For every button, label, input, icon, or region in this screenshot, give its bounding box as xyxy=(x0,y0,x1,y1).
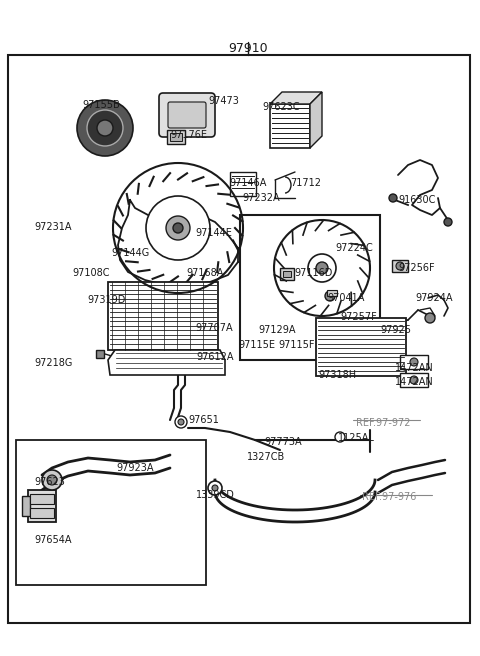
Text: 97155B: 97155B xyxy=(82,100,120,110)
Bar xyxy=(167,130,185,144)
Circle shape xyxy=(42,470,62,490)
Text: 97623C: 97623C xyxy=(262,102,300,112)
Circle shape xyxy=(325,291,335,301)
Circle shape xyxy=(173,223,183,233)
Bar xyxy=(283,271,291,277)
Text: 97041A: 97041A xyxy=(327,293,364,303)
Text: 97224C: 97224C xyxy=(335,243,373,253)
Circle shape xyxy=(410,358,418,366)
Text: 97115F: 97115F xyxy=(278,340,314,350)
Text: 97176E: 97176E xyxy=(170,130,207,140)
Text: 97707A: 97707A xyxy=(195,323,233,333)
Bar xyxy=(8,55,470,623)
Bar xyxy=(240,215,380,360)
Text: 97218G: 97218G xyxy=(34,358,72,368)
Text: 97651: 97651 xyxy=(188,415,219,425)
Text: 97910: 97910 xyxy=(228,42,268,55)
Text: 97115E: 97115E xyxy=(238,340,275,350)
FancyBboxPatch shape xyxy=(159,93,215,137)
Text: 97923A: 97923A xyxy=(116,463,154,473)
Text: 97257F: 97257F xyxy=(340,312,377,322)
Circle shape xyxy=(316,262,328,274)
Bar xyxy=(22,496,30,516)
Bar xyxy=(400,373,428,387)
Text: 1327CB: 1327CB xyxy=(247,452,285,462)
Text: 97612A: 97612A xyxy=(196,352,233,362)
Text: 97144G: 97144G xyxy=(111,248,149,258)
Polygon shape xyxy=(108,350,225,375)
Bar xyxy=(327,290,337,296)
Bar xyxy=(16,440,206,585)
Circle shape xyxy=(47,475,57,485)
Text: 97168A: 97168A xyxy=(186,268,223,278)
Circle shape xyxy=(308,254,336,282)
Bar xyxy=(392,260,408,272)
Bar xyxy=(30,494,54,504)
Text: REF.97-976: REF.97-976 xyxy=(362,492,416,502)
Circle shape xyxy=(208,481,222,495)
Text: 1472AN: 1472AN xyxy=(395,377,434,387)
Text: 97232A: 97232A xyxy=(242,193,280,203)
Circle shape xyxy=(97,120,113,136)
Text: 97924A: 97924A xyxy=(415,293,453,303)
Circle shape xyxy=(444,218,452,226)
Circle shape xyxy=(146,196,210,260)
Text: 97654A: 97654A xyxy=(34,535,72,545)
Text: 97473: 97473 xyxy=(208,96,239,106)
FancyBboxPatch shape xyxy=(168,102,206,128)
Text: 1339CD: 1339CD xyxy=(196,490,235,500)
Circle shape xyxy=(425,313,435,323)
Text: 97256F: 97256F xyxy=(398,263,434,273)
Bar xyxy=(28,490,56,522)
Text: 71712: 71712 xyxy=(290,178,321,188)
Bar xyxy=(170,133,182,141)
Circle shape xyxy=(396,262,404,270)
Text: 97144E: 97144E xyxy=(195,228,232,238)
Polygon shape xyxy=(230,172,256,196)
Bar xyxy=(96,350,104,358)
Polygon shape xyxy=(310,92,322,148)
Text: 97318H: 97318H xyxy=(318,370,356,380)
Text: 97116D: 97116D xyxy=(294,268,332,278)
Circle shape xyxy=(87,110,123,146)
Bar xyxy=(400,355,428,369)
Circle shape xyxy=(77,100,133,156)
Text: 97129A: 97129A xyxy=(258,325,296,335)
Bar xyxy=(316,318,406,376)
Circle shape xyxy=(410,376,418,384)
Polygon shape xyxy=(270,104,310,148)
Circle shape xyxy=(175,416,187,428)
Text: 97319D: 97319D xyxy=(87,295,125,305)
Circle shape xyxy=(389,194,397,202)
Circle shape xyxy=(166,216,190,240)
Bar xyxy=(108,282,218,350)
Text: 91630C: 91630C xyxy=(398,195,435,205)
Bar xyxy=(30,508,54,518)
Text: 1472AN: 1472AN xyxy=(395,363,434,373)
Text: 97623: 97623 xyxy=(34,477,65,487)
Text: 97108C: 97108C xyxy=(72,268,109,278)
Text: 1125AL: 1125AL xyxy=(338,433,375,443)
Circle shape xyxy=(178,419,184,425)
Text: 97231A: 97231A xyxy=(34,222,72,232)
Bar xyxy=(280,268,294,280)
Text: REF.97-972: REF.97-972 xyxy=(356,418,410,428)
Circle shape xyxy=(335,432,345,442)
Polygon shape xyxy=(270,92,322,104)
Text: 97925: 97925 xyxy=(380,325,411,335)
Text: 97773A: 97773A xyxy=(264,437,301,447)
Text: 97146A: 97146A xyxy=(229,178,266,188)
Circle shape xyxy=(212,485,218,491)
